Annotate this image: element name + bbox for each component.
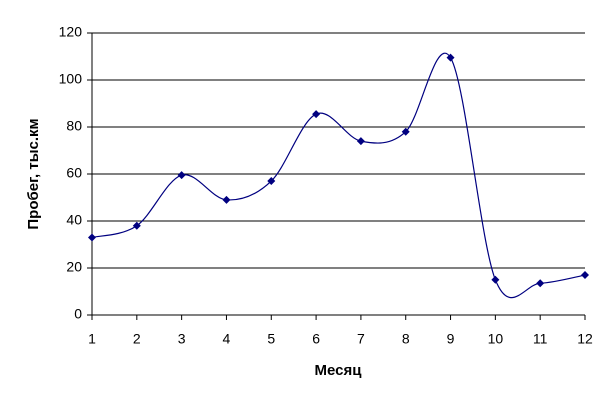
marker xyxy=(536,279,545,288)
x-tick-label: 4 xyxy=(223,331,231,347)
marker xyxy=(132,221,141,230)
marker xyxy=(88,233,96,242)
marker xyxy=(446,53,455,62)
marker xyxy=(312,110,321,119)
line xyxy=(91,53,586,299)
x-tick-label: 3 xyxy=(178,331,186,347)
marker xyxy=(581,271,589,280)
x-tick-label: 11 xyxy=(533,331,548,347)
marker xyxy=(356,137,365,146)
y-tick-label: 60 xyxy=(66,165,82,181)
x-tick-label: 5 xyxy=(267,331,275,347)
x-tick-label: 10 xyxy=(488,331,504,347)
x-tick-label: 12 xyxy=(577,331,593,347)
x-tick-label: 2 xyxy=(133,331,141,347)
marker xyxy=(491,275,500,284)
marker xyxy=(267,177,276,186)
marker xyxy=(222,195,231,204)
marker xyxy=(177,171,186,180)
y-tick-label: 80 xyxy=(66,118,82,134)
y-axis-label: Пробег, тыс.км xyxy=(25,118,42,229)
x-tick-label: 7 xyxy=(357,331,365,347)
x-axis-label: Месяц xyxy=(315,362,363,379)
y-tick-label: 100 xyxy=(59,71,83,87)
y-tick-label: 0 xyxy=(74,306,82,322)
x-tick-label: 1 xyxy=(88,331,96,347)
marker xyxy=(401,127,410,136)
x-tick-label: 8 xyxy=(402,331,410,347)
y-tick-label: 20 xyxy=(66,259,82,275)
y-tick-label: 120 xyxy=(59,24,83,40)
y-tick-label: 40 xyxy=(66,212,82,228)
x-tick-label: 6 xyxy=(312,331,320,347)
x-tick-label: 9 xyxy=(447,331,455,347)
